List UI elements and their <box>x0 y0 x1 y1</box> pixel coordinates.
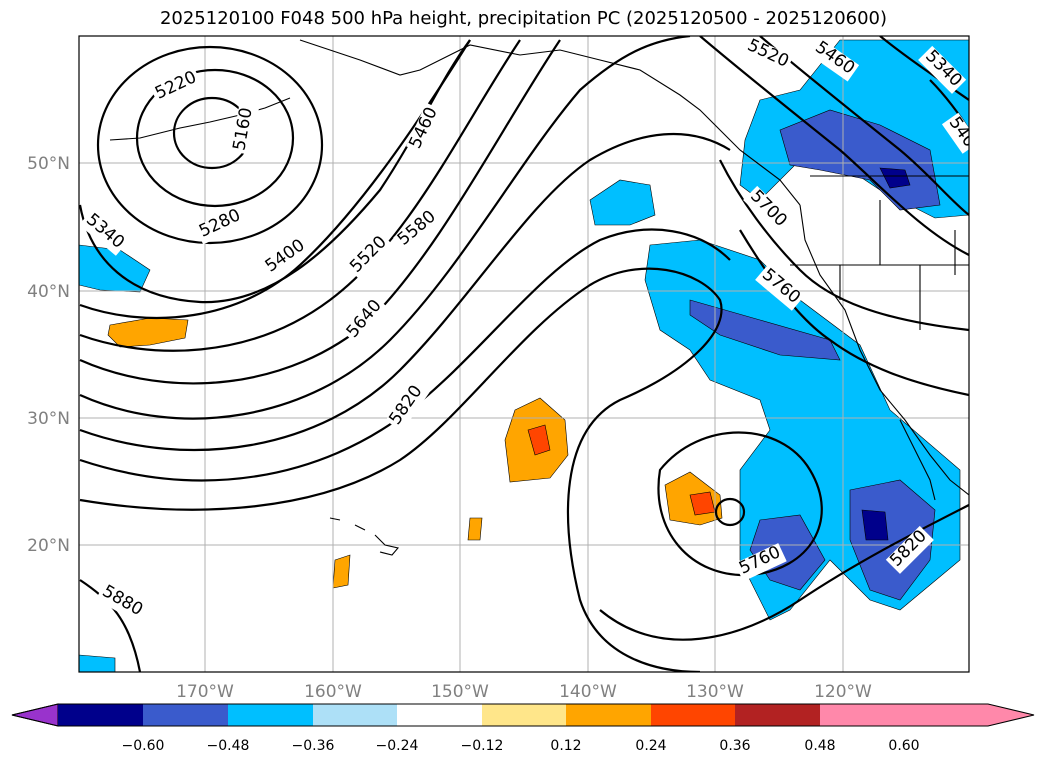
contour-5460 <box>79 39 521 352</box>
colorbar-segment <box>651 704 735 726</box>
contour-5340-east <box>879 36 969 101</box>
coastline-alaska <box>299 39 801 206</box>
colorbar-tick-label: −0.48 <box>207 738 250 754</box>
colorbar-segment <box>820 704 904 726</box>
map-frame <box>78 35 970 673</box>
precip-region-island-north <box>589 179 656 226</box>
colorbar-extend-low <box>11 703 59 727</box>
precip-region-south-core <box>849 479 936 601</box>
colorbar-tick-label: 0.24 <box>635 738 666 754</box>
coastlines <box>109 39 969 556</box>
lon-label: 150°W <box>431 682 489 702</box>
colorbar: −0.60 −0.48 −0.36 −0.24 −0.12 0.12 0.24 … <box>11 703 1035 754</box>
precip-region-southwest-edge <box>79 654 116 672</box>
colorbar-tick-label: −0.60 <box>122 738 165 754</box>
lon-label: 130°W <box>686 682 744 702</box>
colorbar-segment <box>735 704 820 726</box>
colorbar-extend-high <box>904 704 1034 726</box>
coastline-baja <box>899 419 936 501</box>
colorbar-segment <box>566 704 651 726</box>
colorbar-segment <box>482 704 566 726</box>
contour-5880 <box>79 579 142 672</box>
border-states <box>790 200 969 330</box>
precip-region-central-max <box>527 424 551 456</box>
lat-label: 20°N <box>27 536 70 556</box>
contour-5700-west <box>79 228 731 482</box>
contour-inner-low <box>714 497 746 527</box>
contour-5280 <box>96 45 324 245</box>
colorbar-tick-label: −0.24 <box>376 738 419 754</box>
lon-label: 120°W <box>814 682 872 702</box>
lon-label: 140°W <box>559 682 617 702</box>
contour-5520-east <box>699 36 969 256</box>
precip-region-offshore-east-core <box>689 299 841 361</box>
contour-5220 <box>135 68 295 208</box>
coastline-aleutians <box>109 97 291 141</box>
lat-label: 40°N <box>27 282 70 302</box>
lat-label: 50°N <box>27 154 70 174</box>
precipitation-fills <box>79 39 969 672</box>
precip-region-south-max <box>861 509 889 541</box>
lon-label: 160°W <box>304 682 362 702</box>
map-title: 2025120100 F048 500 hPa height, precipit… <box>159 8 888 29</box>
precip-region-northwest-max <box>879 167 911 189</box>
colorbar-segment <box>143 704 228 726</box>
contour-5700-east <box>719 159 969 332</box>
colorbar-tick-label: 0.60 <box>888 738 919 754</box>
latitude-labels: 50°N 40°N 30°N 20°N <box>27 154 70 556</box>
colorbar-segment <box>397 704 482 726</box>
colorbar-tick-label: 0.12 <box>550 738 581 754</box>
contour-5580 <box>79 36 691 420</box>
precip-region-small-positive <box>467 517 483 541</box>
contour-5460-east <box>759 36 969 216</box>
colorbar-tick-label: −0.36 <box>292 738 335 754</box>
longitude-labels: 170°W 160°W 150°W 140°W 130°W 120°W <box>176 682 872 702</box>
colorbar-tick-label: −0.12 <box>461 738 504 754</box>
lat-label: 30°N <box>27 409 70 429</box>
lon-label: 170°W <box>176 682 234 702</box>
colorbar-tick-label: 0.48 <box>804 738 835 754</box>
height-contours <box>79 36 969 672</box>
contour-5640 <box>79 132 731 452</box>
colorbar-ticks: −0.60 −0.48 −0.36 −0.24 −0.12 0.12 0.24 … <box>122 738 920 754</box>
coastline-north-america <box>799 204 969 496</box>
contour-5820 <box>79 267 723 672</box>
colorbar-segment <box>228 704 313 726</box>
contour-5760-low <box>657 431 823 577</box>
precip-region-hawaii-positive <box>332 554 351 589</box>
colorbar-segment <box>313 704 397 726</box>
colorbar-segment <box>58 704 143 726</box>
graticule <box>79 36 969 672</box>
coastline-hawaii <box>329 517 400 556</box>
colorbar-tick-label: 0.36 <box>719 738 750 754</box>
